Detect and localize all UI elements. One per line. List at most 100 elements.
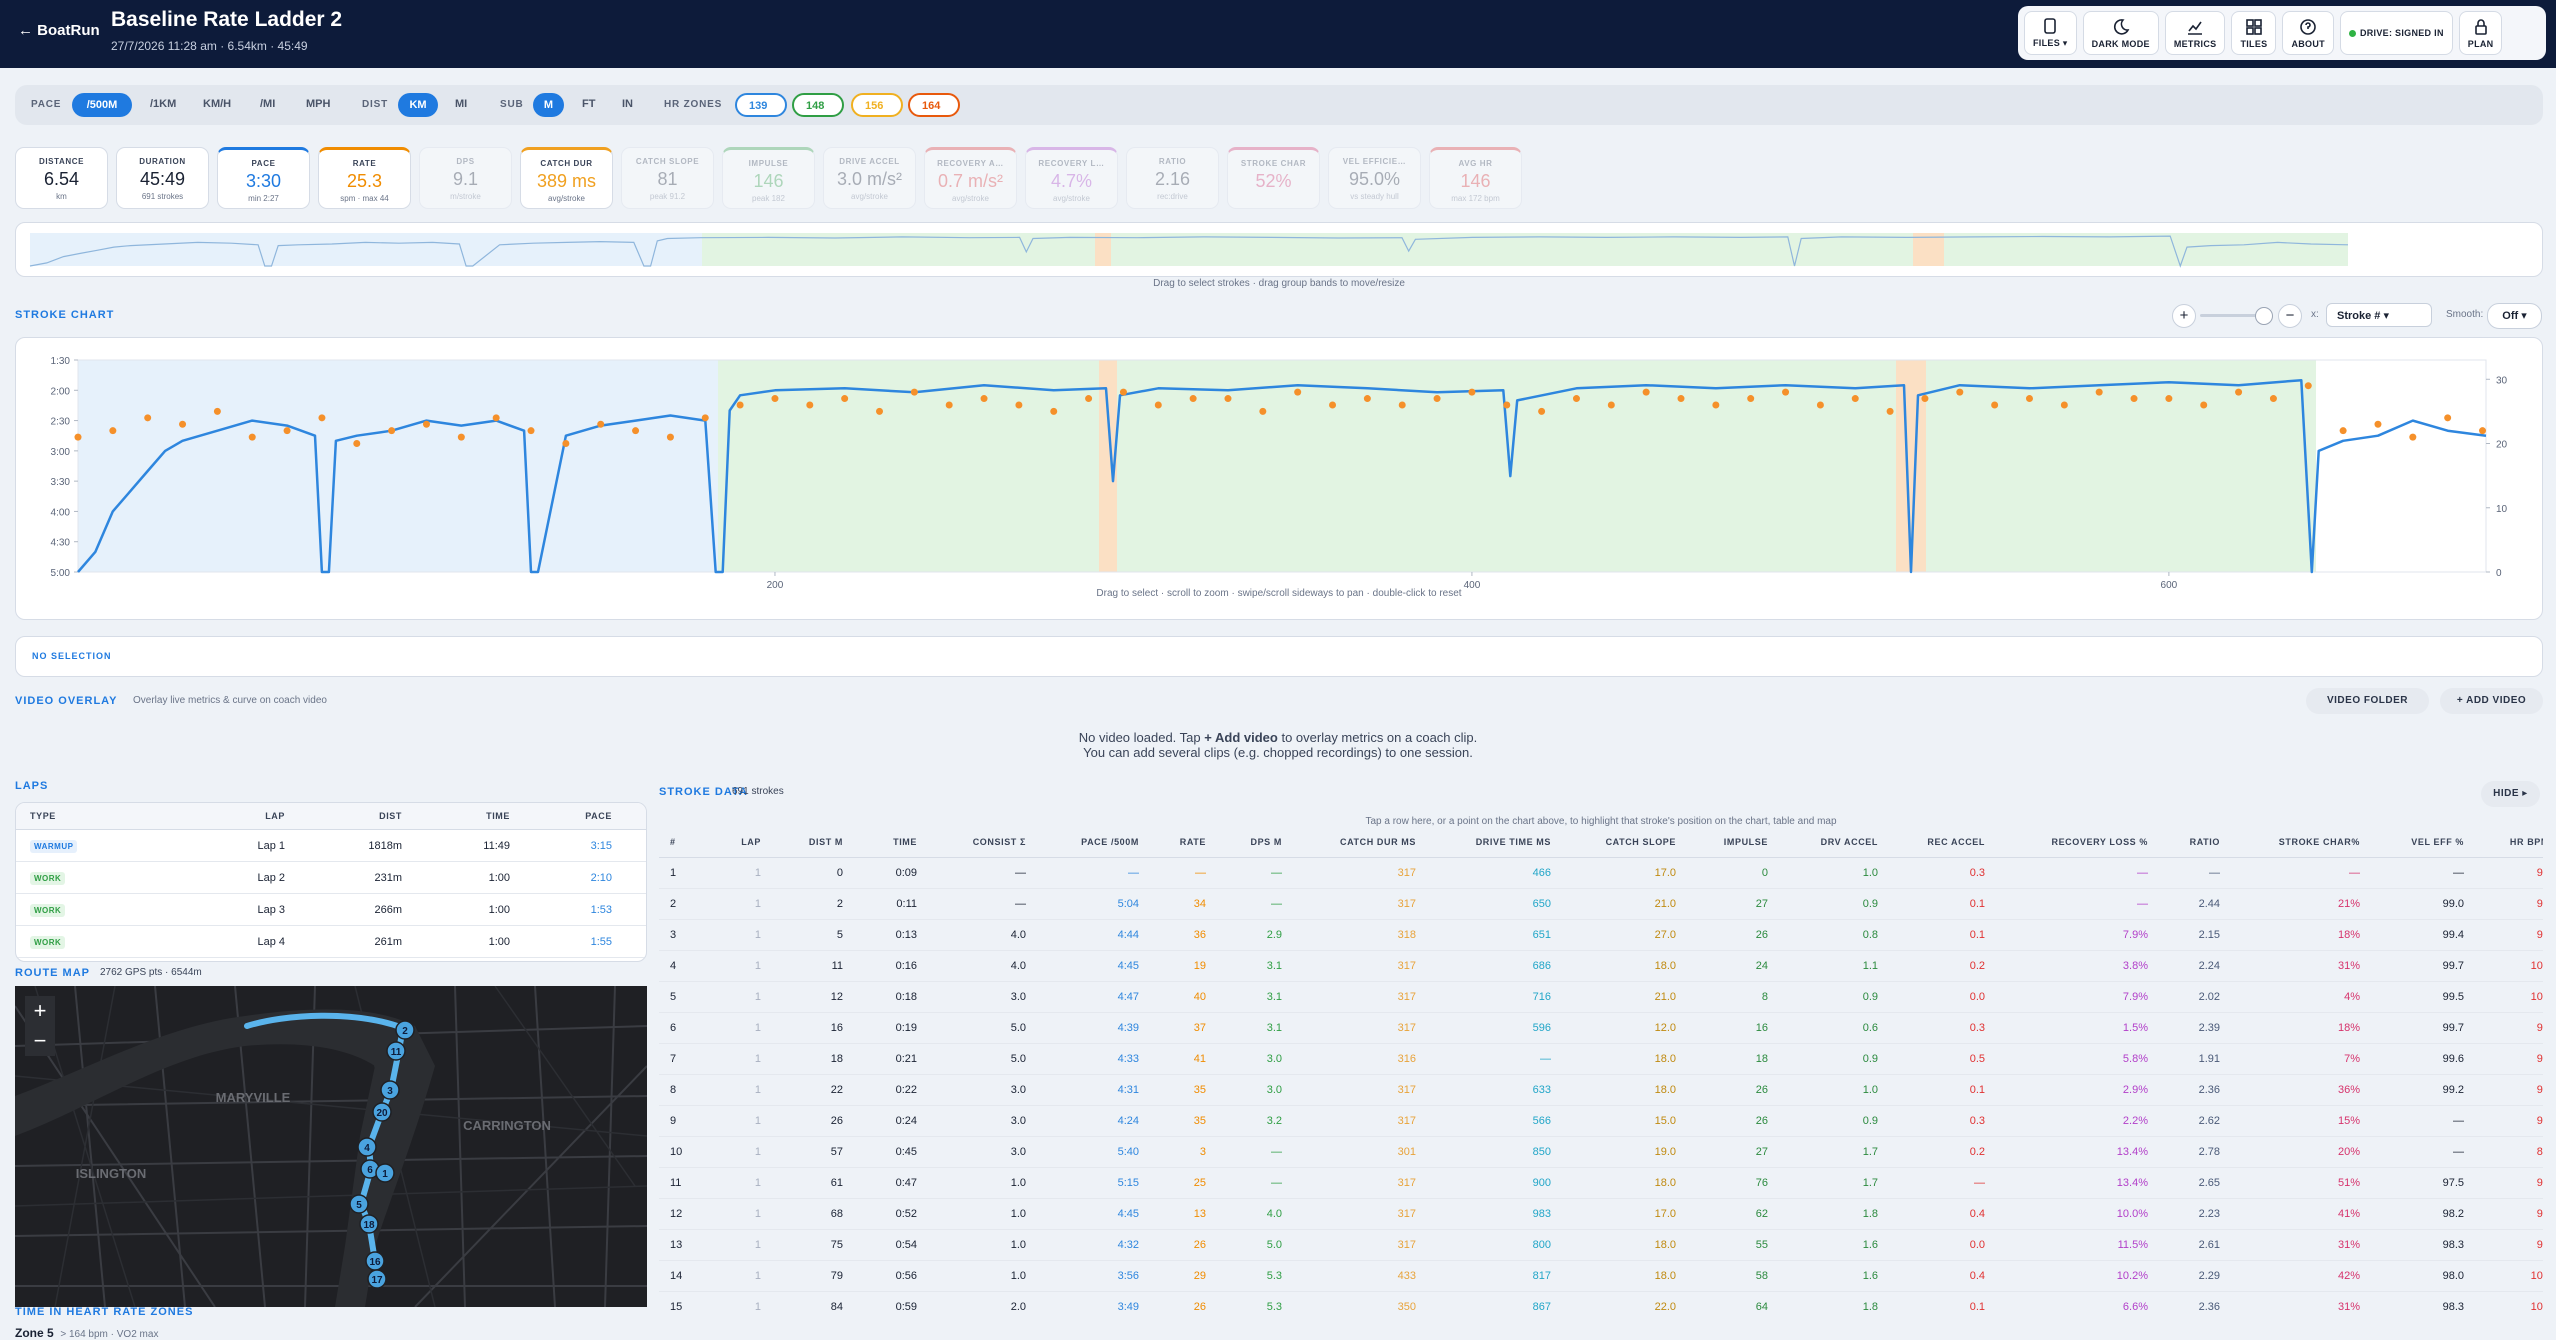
stroke-cell: 317 <box>1292 1012 1426 1044</box>
add-video-button[interactable]: + ADD VIDEO <box>2440 688 2543 714</box>
metric-tile[interactable]: RECOVERY A… 0.7 m/s² avg/stroke <box>924 147 1017 209</box>
files-button[interactable]: FILES ▾ <box>2024 11 2077 55</box>
metric-tile[interactable]: VEL EFFICIE… 95.0% vs steady hull <box>1328 147 1421 209</box>
laps-table: TYPELAPDISTTIMEPACERATEWARMUPLap 11818m1… <box>15 802 647 962</box>
route-marker[interactable] <box>372 1102 392 1122</box>
drive-button[interactable]: DRIVE: SIGNED IN <box>2339 11 2453 55</box>
stroke-row[interactable]: 11 1 61 0:47 1.0 5:15 25—317 900 18.0 76 1.7—13.4%… <box>659 1167 2543 1199</box>
stroke-cell: 3.1 <box>1216 1012 1292 1044</box>
route-marker[interactable] <box>349 1194 369 1214</box>
metric-tile[interactable]: DISTANCE 6.54 km <box>15 147 108 209</box>
sub-option[interactable]: M <box>533 93 564 117</box>
sub-option[interactable]: FT <box>582 98 596 110</box>
overview-chart <box>29 233 2349 268</box>
hr-zone-input[interactable]: 139 <box>735 93 787 117</box>
map-zoom-out[interactable]: − <box>34 1028 47 1053</box>
route-marker[interactable] <box>367 1269 387 1289</box>
route-marker[interactable] <box>357 1137 377 1157</box>
stroke-cell: 686 <box>1426 950 1561 982</box>
zoom-slider[interactable] <box>2200 314 2270 317</box>
stroke-cell: 0.2 <box>1888 950 1995 982</box>
stroke-cell: 98.0 <box>2370 1260 2474 1292</box>
stroke-row[interactable]: 9 1 26 0:24 3.0 4:24 35 3.2 317 566 15.0 26 0.9 0.3 2.… <box>659 1105 2543 1137</box>
dark-mode-button[interactable]: DARK MODE <box>2082 11 2159 55</box>
stroke-data-heading: STROKE DATA <box>659 786 748 798</box>
metric-tile[interactable]: DRIVE ACCEL 3.0 m/s² avg/stroke <box>823 147 916 209</box>
stroke-row[interactable]: 12 1 68 0:52 1.0 4:45 13 4.0 317 983 17.0 62 1.8 0.4 1… <box>659 1198 2543 1230</box>
pace-option[interactable]: /1KM <box>150 98 177 110</box>
rate-point <box>2200 401 2208 409</box>
pace-option[interactable]: /500M <box>72 93 132 117</box>
hide-button[interactable]: HIDE ▸ <box>2481 781 2540 807</box>
metric-tile[interactable]: AVG HR 146 max 172 bpm <box>1429 147 1522 209</box>
x-axis-select[interactable]: Stroke # ▾ <box>2326 303 2432 327</box>
stroke-row[interactable]: 4 1 11 0:16 4.0 4:45 19 3.1 317 686 18.0 24 1.1 0.2 3.… <box>659 950 2543 982</box>
route-marker[interactable] <box>380 1080 400 1100</box>
stroke-row[interactable]: 6 1 16 0:19 5.0 4:39 37 3.1 317 596 12.0 16 0.6 0.3 1.… <box>659 1012 2543 1044</box>
stroke-row[interactable]: 3 1 5 0:13 4.0 4:44 36 2.9 318 651 27.0 26 0.8 0.1 7.9… <box>659 919 2543 951</box>
back-link[interactable]: ← BoatRun <box>18 22 100 39</box>
sub-option[interactable]: IN <box>622 98 633 110</box>
hr-zone-input[interactable]: 148 <box>792 93 844 117</box>
tiles-button[interactable]: TILES <box>2231 11 2277 55</box>
metric-tile[interactable]: CATCH DUR 389 ms avg/stroke <box>520 147 613 209</box>
zoom-slider-thumb[interactable] <box>2255 307 2273 325</box>
stroke-row[interactable]: 8 1 22 0:22 3.0 4:31 35 3.0 317 633 18.0 26 1.0 0.1 2.… <box>659 1074 2543 1106</box>
stroke-row[interactable]: 13 1 75 0:54 1.0 4:32 26 5.0 317 800 18.0 55 1.6 0.0 1… <box>659 1229 2543 1261</box>
stroke-row[interactable]: 5 1 12 0:18 3.0 4:47 40 3.1 317 716 21.0 8 0.9 0.0 7.9… <box>659 981 2543 1013</box>
session-title[interactable]: Baseline Rate Ladder 2 <box>111 8 343 31</box>
x-tick-label: 200 <box>767 580 784 591</box>
pace-option[interactable]: MPH <box>306 98 331 110</box>
route-marker[interactable] <box>359 1214 379 1234</box>
hr-zone-input[interactable]: 156 <box>851 93 903 117</box>
metric-tile[interactable]: RECOVERY L… 4.7% avg/stroke <box>1025 147 1118 209</box>
stroke-cell: 3 <box>659 919 719 951</box>
tile-value: 146 <box>1460 171 1491 191</box>
about-button[interactable]: ABOUT <box>2282 11 2334 55</box>
dist-option[interactable]: KM <box>398 93 438 117</box>
zoom-in-button[interactable]: + <box>2172 304 2196 328</box>
tile-label: DPS <box>456 157 475 166</box>
zoom-out-button[interactable]: − <box>2278 304 2302 328</box>
stroke-row[interactable]: 10 1 57 0:45 3.0 5:40 3—301 850 19.0 27 1.7 0.2 13.4… <box>659 1136 2543 1168</box>
lap-cell: Lap 2 <box>192 861 297 894</box>
zoom-out-box[interactable] <box>25 1026 55 1056</box>
stroke-cell: 2.9 <box>1216 919 1292 951</box>
stroke-row[interactable]: 14 1 79 0:56 1.0 3:56 29 5.3 433 817 18.0 58 1.6 0.4 1… <box>659 1260 2543 1292</box>
stroke-row[interactable]: 7 1 18 0:21 5.0 4:33 41 3.0 316—18.0 18 0.9 0.5 5.8%… <box>659 1043 2543 1075</box>
hr-zone-input[interactable]: 164 <box>908 93 960 117</box>
y-tick-label: 3:30 <box>51 477 71 488</box>
route-marker[interactable] <box>395 1020 415 1040</box>
metric-tile[interactable]: DPS 9.1 m/stroke <box>419 147 512 209</box>
dist-option[interactable]: MI <box>455 98 468 110</box>
metric-tile[interactable]: IMPULSE 146 peak 182 <box>722 147 815 209</box>
map-zoom-in[interactable]: + <box>34 998 47 1023</box>
smooth-select[interactable]: Off ▾ <box>2487 303 2542 329</box>
stroke-cell: 1.6 <box>1778 1229 1888 1261</box>
plan-button[interactable]: PLAN <box>2458 11 2503 55</box>
stroke-row[interactable]: 2 1 2 0:11—5:04 34—317 650 21.0 27 0.9 0.1—2.44 21… <box>659 888 2543 920</box>
button-label: ABOUT <box>2291 38 2325 49</box>
video-folder-button[interactable]: VIDEO FOLDER <box>2306 688 2429 714</box>
rate-point <box>2165 395 2173 403</box>
metric-tile[interactable]: RATE 25.3 spm · max 44 <box>318 147 411 209</box>
metric-tile[interactable]: RATIO 2.16 rec:drive <box>1126 147 1219 209</box>
route-marker[interactable] <box>386 1041 406 1061</box>
metric-tile[interactable]: PACE 3:30 min 2:27 <box>217 147 310 209</box>
stroke-row[interactable]: 15 1 84 0:59 2.0 3:49 26 5.3 350 867 22.0 64 1.8 0.1 6… <box>659 1291 2543 1312</box>
zoom-in-box[interactable] <box>25 996 55 1026</box>
header-row: # LAP DIST M TIME CONSIST Σ PACE /500M RATE DPS… <box>659 827 2543 858</box>
metric-tile[interactable]: STROKE CHAR 52% <box>1227 147 1320 209</box>
pace-option[interactable]: KM/H <box>203 98 232 110</box>
metric-tile[interactable]: DURATION 45:49 691 strokes <box>116 147 209 209</box>
stroke-cell: 1 <box>719 981 771 1013</box>
pace-option[interactable]: /MI <box>260 98 276 110</box>
route-marker[interactable] <box>375 1163 395 1183</box>
metrics-button[interactable]: METRICS <box>2164 11 2226 55</box>
metric-tile[interactable]: CATCH SLOPE 81 peak 91.2 <box>621 147 714 209</box>
